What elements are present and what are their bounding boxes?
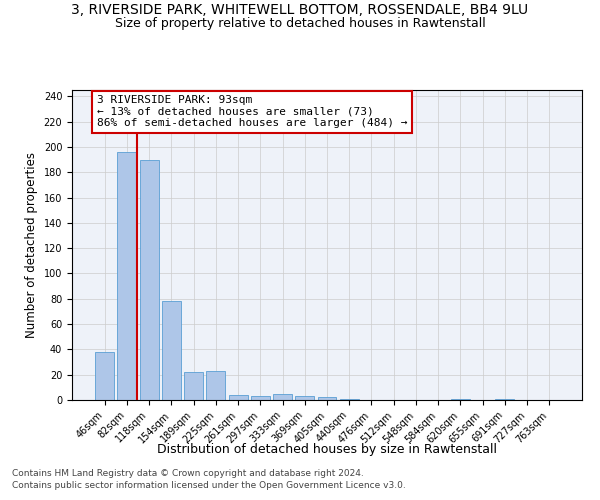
Bar bbox=[162, 302, 181, 400]
Text: Contains public sector information licensed under the Open Government Licence v3: Contains public sector information licen… bbox=[12, 481, 406, 490]
Bar bbox=[317, 398, 337, 400]
Bar bbox=[295, 396, 314, 400]
Text: 3 RIVERSIDE PARK: 93sqm
← 13% of detached houses are smaller (73)
86% of semi-de: 3 RIVERSIDE PARK: 93sqm ← 13% of detache… bbox=[97, 95, 407, 128]
Text: Distribution of detached houses by size in Rawtenstall: Distribution of detached houses by size … bbox=[157, 442, 497, 456]
Bar bbox=[118, 152, 136, 400]
Bar bbox=[340, 398, 359, 400]
Bar bbox=[229, 395, 248, 400]
Bar bbox=[206, 371, 225, 400]
Text: Size of property relative to detached houses in Rawtenstall: Size of property relative to detached ho… bbox=[115, 18, 485, 30]
Bar bbox=[140, 160, 158, 400]
Bar bbox=[95, 352, 114, 400]
Bar bbox=[251, 396, 270, 400]
Bar bbox=[496, 398, 514, 400]
Bar bbox=[451, 398, 470, 400]
Y-axis label: Number of detached properties: Number of detached properties bbox=[25, 152, 38, 338]
Bar bbox=[184, 372, 203, 400]
Bar bbox=[273, 394, 292, 400]
Text: Contains HM Land Registry data © Crown copyright and database right 2024.: Contains HM Land Registry data © Crown c… bbox=[12, 468, 364, 477]
Text: 3, RIVERSIDE PARK, WHITEWELL BOTTOM, ROSSENDALE, BB4 9LU: 3, RIVERSIDE PARK, WHITEWELL BOTTOM, ROS… bbox=[71, 2, 529, 16]
